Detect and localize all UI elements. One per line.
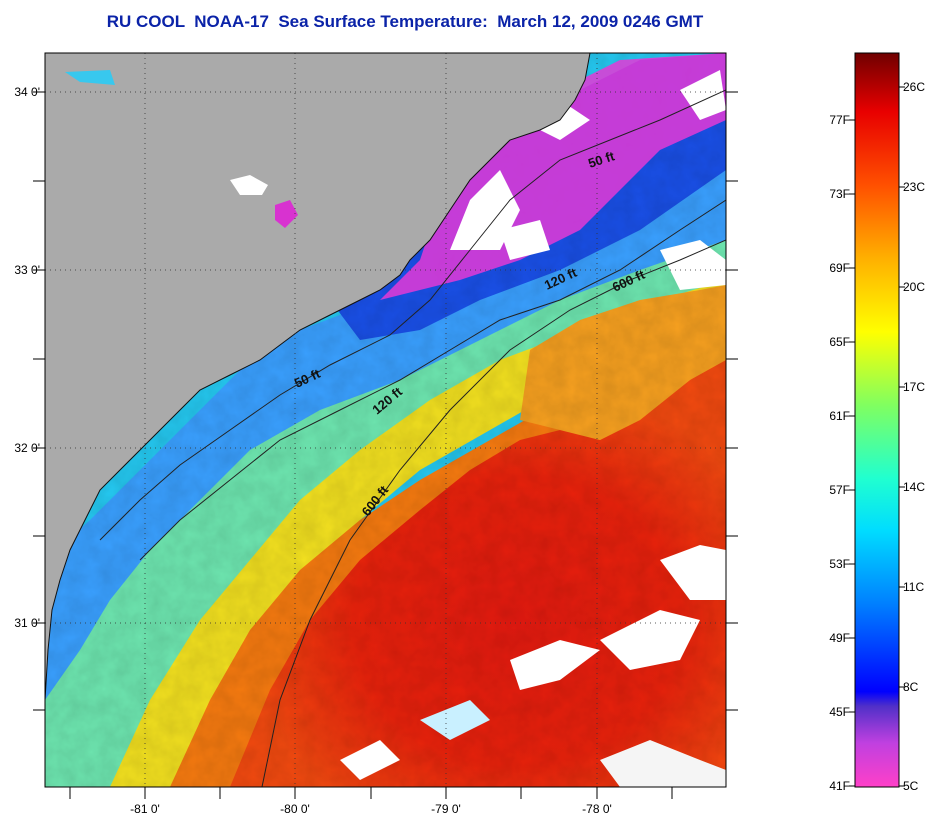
- fahrenheit-label: 65F: [829, 335, 850, 349]
- lon-tick-label: -78 0': [582, 802, 612, 816]
- cloud-patch: [600, 740, 726, 787]
- lon-ticks: [69, 787, 673, 799]
- celsius-label: 5C: [903, 779, 919, 793]
- colorbar-gradient: [854, 52, 900, 788]
- celsius-label: 8C: [903, 680, 919, 694]
- fahrenheit-label: 69F: [829, 261, 850, 275]
- celsius-label: 11C: [903, 580, 925, 594]
- cloud-patch: [680, 70, 726, 120]
- lon-tick-label: -80 0': [280, 802, 310, 816]
- lon-tick-label: -79 0': [431, 802, 461, 816]
- fahrenheit-label: 61F: [829, 409, 850, 423]
- map-grid: [45, 53, 726, 787]
- land-mass: [45, 53, 590, 700]
- lat-tick-label: 34 0': [14, 85, 40, 99]
- fahrenheit-label: 49F: [829, 631, 850, 645]
- lat-ticks: [33, 91, 738, 711]
- colorbar-ticks: [849, 86, 905, 787]
- fahrenheit-label: 45F: [829, 705, 850, 719]
- map-frame: [44, 52, 727, 788]
- fahrenheit-label: 41F: [829, 779, 850, 793]
- isobath-120ft: [139, 199, 726, 561]
- cloud-patch: [660, 545, 726, 600]
- isobath-600ft: [261, 239, 726, 787]
- inland-water: [65, 70, 115, 85]
- lat-tick-label: 31 0': [14, 616, 40, 630]
- inland-water: [275, 200, 298, 228]
- coastline: [45, 53, 591, 701]
- celsius-label: 23C: [903, 180, 926, 194]
- cloud-patch: [230, 175, 268, 195]
- cloud-patch: [510, 640, 600, 690]
- celsius-label: 20C: [903, 280, 926, 294]
- cloud-patch: [420, 700, 490, 740]
- celsius-label: 26C: [903, 80, 926, 94]
- isobath-50ft: [99, 89, 726, 541]
- page-title: RU COOL NOAA-17 Sea Surface Temperature:…: [106, 12, 704, 31]
- celsius-label: 14C: [903, 480, 926, 494]
- celsius-label: 17C: [903, 380, 926, 394]
- lon-tick-label: -81 0': [130, 802, 160, 816]
- fahrenheit-label: 77F: [829, 113, 850, 127]
- lat-tick-label: 33 0': [14, 263, 40, 277]
- cloud-patch: [500, 220, 550, 260]
- cloud-patch: [340, 740, 400, 780]
- fahrenheit-label: 57F: [829, 483, 850, 497]
- cloud-patch: [600, 610, 700, 670]
- fahrenheit-label: 53F: [829, 557, 850, 571]
- fahrenheit-label: 73F: [829, 187, 850, 201]
- lat-tick-label: 32 0': [14, 441, 40, 455]
- cloud-patch: [660, 240, 726, 290]
